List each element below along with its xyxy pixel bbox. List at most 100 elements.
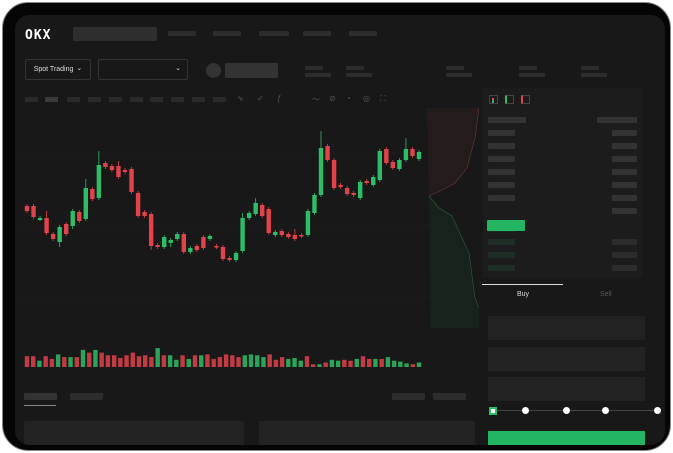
nav-item[interactable] (303, 31, 331, 36)
stat (581, 66, 599, 70)
fx-icon[interactable]: ƒ (277, 94, 282, 103)
chart-type-icon[interactable]: ∿ (237, 94, 244, 103)
spot-trading-dropdown[interactable]: Spot Trading ⌄ (25, 59, 91, 80)
book-view-asks-icon[interactable] (521, 95, 530, 104)
candle (325, 146, 330, 160)
slider-step-100[interactable] (654, 407, 661, 414)
amount-slider-handle[interactable] (489, 407, 497, 415)
order-book-cell (612, 182, 637, 188)
volume-bar (385, 357, 391, 367)
pair-name (225, 63, 278, 78)
fullscreen-icon[interactable]: ⛶ (380, 94, 386, 103)
order-book-cell (488, 265, 515, 271)
volume-bar (248, 354, 254, 367)
orders-panel (24, 421, 244, 445)
volume-bar (360, 356, 366, 367)
pair-dropdown[interactable]: ⌄ (98, 59, 188, 80)
search-bar[interactable] (73, 27, 157, 41)
interval-button[interactable] (88, 97, 101, 102)
volume-bar (62, 357, 67, 367)
interval-button[interactable] (171, 97, 184, 102)
slider-step-75[interactable] (602, 407, 609, 414)
volume-bar (416, 362, 422, 367)
volume-bar (118, 358, 123, 367)
volume-bar (24, 356, 30, 367)
volume-bar (354, 358, 359, 367)
order-book-cell (612, 208, 637, 214)
filter-button[interactable] (392, 393, 425, 400)
volume-bar (143, 355, 148, 367)
filter-button[interactable] (433, 393, 466, 400)
order-book-cell (612, 143, 637, 149)
slider-step-50[interactable] (563, 407, 570, 414)
volume-bar (255, 355, 260, 367)
price-input[interactable] (488, 316, 645, 340)
candle (83, 188, 88, 219)
tab-open-orders[interactable] (24, 393, 57, 400)
draw-icon[interactable]: ⊘ (329, 94, 336, 103)
order-book-cell (488, 195, 515, 201)
stat (305, 73, 331, 77)
volume-bar (286, 358, 291, 367)
volume-bar (161, 355, 167, 367)
depth-chart (427, 108, 479, 328)
indicator-icon[interactable]: ✓ (257, 94, 264, 103)
nav-item[interactable] (259, 31, 289, 36)
settings-icon[interactable]: ◎ (363, 94, 370, 103)
total-input[interactable] (488, 377, 645, 401)
volume-bar (317, 364, 322, 367)
volume-bar (155, 348, 160, 367)
candle (109, 166, 115, 170)
interval-button[interactable] (213, 97, 226, 102)
candle (377, 151, 382, 180)
book-view-both-icon[interactable] (489, 95, 498, 104)
interval-button[interactable] (67, 97, 80, 102)
order-book-cell (488, 252, 515, 258)
interval-button[interactable] (150, 97, 163, 102)
tab-order-history[interactable] (70, 393, 103, 400)
candle (220, 247, 226, 259)
interval-button[interactable] (192, 97, 205, 102)
amount-slider-track[interactable] (492, 410, 657, 411)
interval-button[interactable] (109, 97, 122, 102)
volume-bar (236, 357, 241, 367)
candle (410, 149, 415, 156)
candle (286, 234, 291, 237)
order-book-cell (488, 156, 515, 162)
book-view-bids-icon[interactable] (505, 95, 514, 104)
candle (37, 218, 43, 220)
stat (446, 73, 472, 77)
stat (346, 66, 364, 70)
tab-buy[interactable]: Buy (517, 291, 530, 298)
candlestick-chart[interactable] (15, 105, 430, 380)
tab-sell[interactable]: Sell (600, 291, 612, 298)
nav-item[interactable] (168, 31, 196, 36)
candle (103, 163, 108, 167)
bid-depth (429, 196, 479, 328)
volume-bar (192, 355, 198, 367)
buy-button[interactable] (488, 431, 645, 445)
volume-bar (136, 356, 142, 367)
order-book-cell (612, 169, 637, 175)
candle (188, 248, 193, 252)
volume-bar (304, 356, 310, 367)
candle (371, 177, 376, 185)
volume-bar (199, 355, 204, 367)
amount-input[interactable] (488, 347, 645, 371)
nav-item[interactable] (349, 31, 377, 36)
candle (44, 218, 49, 233)
line-icon[interactable]: 〜 (312, 95, 320, 104)
coin-icon (206, 63, 221, 78)
slider-step-25[interactable] (522, 407, 529, 414)
interval-button[interactable] (25, 97, 38, 102)
gauge-icon[interactable]: ◔ (346, 94, 351, 103)
interval-button[interactable] (130, 97, 143, 102)
candle (358, 182, 363, 198)
volume-bar (335, 360, 341, 367)
volume-bar (130, 352, 135, 367)
volume-bar (80, 349, 86, 367)
nav-item[interactable] (213, 31, 241, 36)
interval-button[interactable] (45, 97, 58, 102)
volume-bar (223, 354, 229, 367)
candle (77, 212, 82, 221)
